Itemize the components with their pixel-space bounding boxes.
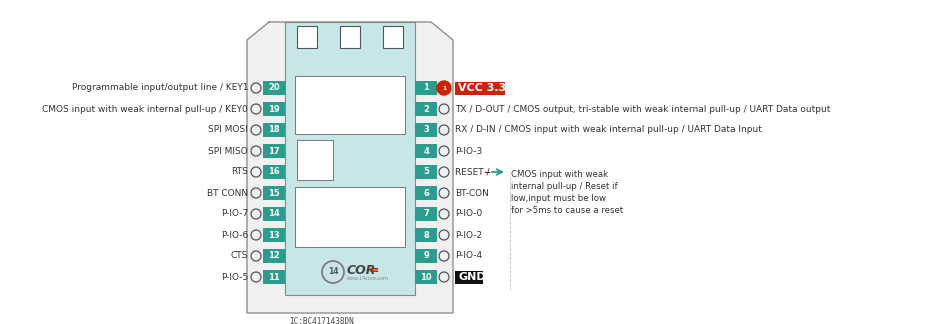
Text: for >5ms to cause a reset: for >5ms to cause a reset <box>511 206 623 215</box>
Bar <box>263 207 285 221</box>
Text: 17: 17 <box>268 146 279 156</box>
Bar <box>263 228 285 242</box>
Bar <box>263 123 285 137</box>
Text: RTS: RTS <box>231 168 248 177</box>
Bar <box>415 249 437 263</box>
Text: BT CONN: BT CONN <box>206 189 248 198</box>
Text: P-IO-0: P-IO-0 <box>455 210 482 218</box>
Text: P-IO-7: P-IO-7 <box>221 210 248 218</box>
Text: TX / D-OUT / CMOS output, tri-stable with weak internal pull-up / UART Data outp: TX / D-OUT / CMOS output, tri-stable wit… <box>455 105 831 113</box>
Text: RESET /: RESET / <box>455 168 490 177</box>
Text: IC:BC4171438DN
SPECIFICATION:
Bluetooth V2.0+EDR
08032010: IC:BC4171438DN SPECIFICATION: Bluetooth … <box>289 317 372 324</box>
Bar <box>415 228 437 242</box>
Bar <box>383 26 403 48</box>
Polygon shape <box>247 22 453 313</box>
Text: 8: 8 <box>423 230 429 239</box>
Bar <box>455 82 505 95</box>
Text: VCC 3.3v: VCC 3.3v <box>458 83 513 93</box>
Text: 1: 1 <box>442 86 446 90</box>
Bar <box>455 271 483 284</box>
Text: SPI MISO: SPI MISO <box>208 146 248 156</box>
Bar <box>415 123 437 137</box>
Text: 18: 18 <box>268 125 279 134</box>
Text: P-IO-2: P-IO-2 <box>455 230 482 239</box>
Bar <box>297 140 333 180</box>
Bar <box>415 102 437 116</box>
Bar <box>263 270 285 284</box>
Text: 7: 7 <box>423 210 429 218</box>
Text: BT-CON: BT-CON <box>455 189 489 198</box>
Bar <box>415 270 437 284</box>
Bar <box>415 186 437 200</box>
Text: P-IO-3: P-IO-3 <box>455 146 482 156</box>
Circle shape <box>437 81 451 95</box>
Bar <box>340 26 360 48</box>
Text: 13: 13 <box>268 230 279 239</box>
Text: GND: GND <box>458 272 486 282</box>
Bar <box>263 186 285 200</box>
Bar <box>263 81 285 95</box>
Text: RX / D-IN / CMOS input with weak internal pull-up / UART Data Input: RX / D-IN / CMOS input with weak interna… <box>455 125 762 134</box>
Bar <box>285 22 415 295</box>
Text: low,input must be low: low,input must be low <box>511 194 606 203</box>
Bar <box>295 76 405 134</box>
Text: 10: 10 <box>420 272 432 282</box>
Text: 16: 16 <box>268 168 280 177</box>
Text: CMOS input with weak: CMOS input with weak <box>511 170 608 179</box>
Bar <box>297 26 317 48</box>
Text: 1: 1 <box>423 84 429 92</box>
Text: 11: 11 <box>268 272 280 282</box>
Text: 5: 5 <box>423 168 429 177</box>
Text: COR: COR <box>347 263 376 276</box>
Bar <box>415 165 437 179</box>
Text: www.14core.com: www.14core.com <box>347 276 389 282</box>
Text: 15: 15 <box>268 189 280 198</box>
Text: SPI MOSI: SPI MOSI <box>208 125 248 134</box>
Text: 14: 14 <box>268 210 280 218</box>
Bar <box>295 187 405 247</box>
Text: =: = <box>369 263 380 276</box>
Text: 2: 2 <box>423 105 429 113</box>
Text: 12: 12 <box>268 251 280 260</box>
Bar <box>263 249 285 263</box>
Text: 20: 20 <box>268 84 279 92</box>
Text: P-IO-6: P-IO-6 <box>221 230 248 239</box>
Text: 3: 3 <box>423 125 429 134</box>
Text: Programmable input/output line / KEY1: Programmable input/output line / KEY1 <box>72 84 248 92</box>
Text: P-IO-4: P-IO-4 <box>455 251 482 260</box>
Text: 14: 14 <box>328 268 338 276</box>
Bar <box>263 102 285 116</box>
Text: 6: 6 <box>423 189 429 198</box>
Bar <box>263 144 285 158</box>
Bar <box>415 81 437 95</box>
Text: 4: 4 <box>423 146 429 156</box>
Text: 9: 9 <box>423 251 429 260</box>
Text: CMOS input with weak internal pull-up / KEY0: CMOS input with weak internal pull-up / … <box>43 105 248 113</box>
Text: 19: 19 <box>268 105 279 113</box>
Text: P-IO-5: P-IO-5 <box>221 272 248 282</box>
Text: internal pull-up / Reset if: internal pull-up / Reset if <box>511 182 617 191</box>
Text: CTS: CTS <box>231 251 248 260</box>
Bar <box>415 207 437 221</box>
Bar <box>263 165 285 179</box>
Bar <box>415 144 437 158</box>
